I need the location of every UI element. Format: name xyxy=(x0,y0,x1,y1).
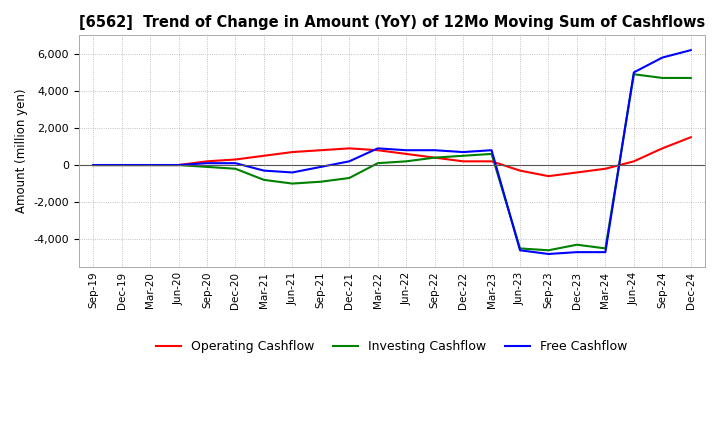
Operating Cashflow xyxy=(516,168,524,173)
Free Cashflow xyxy=(345,159,354,164)
Operating Cashflow xyxy=(629,159,638,164)
Free Cashflow xyxy=(544,251,553,257)
Operating Cashflow xyxy=(345,146,354,151)
Investing Cashflow xyxy=(459,153,467,158)
Operating Cashflow xyxy=(658,146,667,151)
Investing Cashflow xyxy=(402,159,410,164)
Free Cashflow xyxy=(260,168,269,173)
Investing Cashflow xyxy=(345,176,354,181)
Operating Cashflow xyxy=(202,159,211,164)
Free Cashflow xyxy=(288,170,297,175)
Title: [6562]  Trend of Change in Amount (YoY) of 12Mo Moving Sum of Cashflows: [6562] Trend of Change in Amount (YoY) o… xyxy=(78,15,705,30)
Operating Cashflow xyxy=(117,162,126,168)
Investing Cashflow xyxy=(317,179,325,184)
Operating Cashflow xyxy=(260,153,269,158)
Investing Cashflow xyxy=(431,155,439,160)
Investing Cashflow xyxy=(686,75,695,81)
Y-axis label: Amount (million yen): Amount (million yen) xyxy=(15,89,28,213)
Free Cashflow xyxy=(658,55,667,60)
Free Cashflow xyxy=(431,147,439,153)
Investing Cashflow xyxy=(174,162,183,168)
Operating Cashflow xyxy=(544,173,553,179)
Line: Operating Cashflow: Operating Cashflow xyxy=(93,137,690,176)
Free Cashflow xyxy=(487,147,496,153)
Investing Cashflow xyxy=(260,177,269,183)
Free Cashflow xyxy=(317,164,325,169)
Free Cashflow xyxy=(572,249,581,255)
Operating Cashflow xyxy=(374,147,382,153)
Operating Cashflow xyxy=(174,162,183,168)
Free Cashflow xyxy=(686,48,695,53)
Operating Cashflow xyxy=(288,150,297,155)
Investing Cashflow xyxy=(288,181,297,186)
Free Cashflow xyxy=(459,150,467,155)
Free Cashflow xyxy=(601,249,610,255)
Operating Cashflow xyxy=(686,135,695,140)
Investing Cashflow xyxy=(117,162,126,168)
Investing Cashflow xyxy=(231,166,240,172)
Operating Cashflow xyxy=(459,159,467,164)
Operating Cashflow xyxy=(601,166,610,172)
Operating Cashflow xyxy=(402,151,410,157)
Investing Cashflow xyxy=(487,151,496,157)
Free Cashflow xyxy=(629,70,638,75)
Investing Cashflow xyxy=(89,162,97,168)
Line: Free Cashflow: Free Cashflow xyxy=(93,50,690,254)
Investing Cashflow xyxy=(629,72,638,77)
Operating Cashflow xyxy=(431,155,439,160)
Investing Cashflow xyxy=(601,246,610,251)
Free Cashflow xyxy=(174,162,183,168)
Investing Cashflow xyxy=(658,75,667,81)
Operating Cashflow xyxy=(572,170,581,175)
Investing Cashflow xyxy=(145,162,154,168)
Investing Cashflow xyxy=(374,161,382,166)
Operating Cashflow xyxy=(145,162,154,168)
Investing Cashflow xyxy=(202,164,211,169)
Investing Cashflow xyxy=(516,246,524,251)
Free Cashflow xyxy=(145,162,154,168)
Free Cashflow xyxy=(202,161,211,166)
Legend: Operating Cashflow, Investing Cashflow, Free Cashflow: Operating Cashflow, Investing Cashflow, … xyxy=(151,335,633,358)
Operating Cashflow xyxy=(317,147,325,153)
Operating Cashflow xyxy=(89,162,97,168)
Free Cashflow xyxy=(117,162,126,168)
Operating Cashflow xyxy=(231,157,240,162)
Free Cashflow xyxy=(231,161,240,166)
Free Cashflow xyxy=(89,162,97,168)
Free Cashflow xyxy=(516,248,524,253)
Line: Investing Cashflow: Investing Cashflow xyxy=(93,74,690,250)
Free Cashflow xyxy=(402,147,410,153)
Operating Cashflow xyxy=(487,159,496,164)
Investing Cashflow xyxy=(572,242,581,247)
Free Cashflow xyxy=(374,146,382,151)
Investing Cashflow xyxy=(544,248,553,253)
